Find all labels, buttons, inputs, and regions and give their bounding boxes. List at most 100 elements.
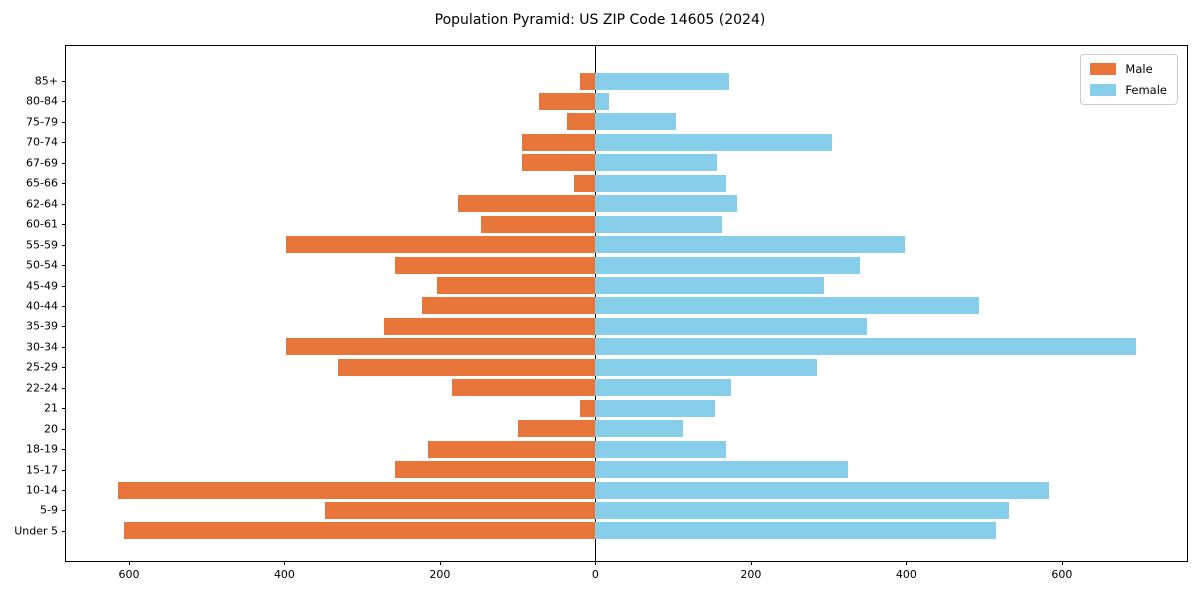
y-axis-tick [62, 244, 66, 246]
bar-female [595, 236, 905, 254]
x-axis-tick-label: 600 [118, 568, 140, 581]
y-axis-label: 60-61 [26, 217, 58, 231]
bar-female [595, 338, 1136, 356]
bar-male [452, 379, 596, 397]
bar-male [422, 297, 596, 315]
x-axis-tick-label: 200 [429, 568, 451, 581]
x-axis-tick-label: 0 [591, 568, 599, 581]
bar-female [595, 317, 867, 335]
y-axis-tick [62, 224, 66, 226]
y-axis-label: 40-44 [26, 299, 58, 313]
y-axis-tick [62, 285, 66, 287]
y-axis-label: 80-84 [26, 94, 58, 108]
bar-male [383, 317, 596, 335]
bar-female [595, 256, 860, 274]
bar-female [595, 501, 1009, 519]
bar-male [324, 501, 596, 519]
bar-female [595, 358, 817, 376]
bar-female [595, 379, 732, 397]
female-swatch-icon [1090, 84, 1117, 96]
bar-female [595, 461, 849, 479]
legend-item-male: Male [1090, 62, 1167, 76]
x-axis-tick-label: 400 [895, 568, 917, 581]
y-axis-tick [62, 203, 66, 205]
bar-male [436, 277, 596, 294]
x-axis-tick [439, 561, 441, 565]
plot-area: Male Female 85+ 80-84 75-79 70-74 67-69 65-66… [14, 45, 1188, 581]
bar-female [595, 420, 684, 438]
bar-male [518, 420, 596, 438]
y-axis-tick [62, 326, 66, 328]
bar-male [286, 338, 596, 356]
y-axis-tick [62, 81, 66, 82]
bar-male [394, 461, 596, 479]
y-axis-label: 85+ [34, 74, 58, 88]
chart-title: Population Pyramid: US ZIP Code 14605 (2… [434, 12, 766, 28]
y-axis-tick [62, 469, 66, 471]
y-axis-label: 10-14 [26, 483, 58, 497]
y-axis-tick [62, 387, 66, 389]
y-axis-label: 50-54 [26, 258, 58, 272]
y-axis-tick [62, 530, 66, 532]
bar-male [428, 440, 596, 458]
y-axis-label: 15-17 [26, 463, 58, 477]
x-axis-tick [595, 561, 597, 565]
y-axis-tick [62, 510, 66, 512]
y-axis-tick [62, 428, 66, 430]
bar-female [595, 92, 609, 110]
y-axis-label: 65-66 [26, 176, 58, 190]
y-axis-label: 22-24 [26, 381, 58, 395]
y-axis-tick [62, 449, 66, 451]
bar-female [595, 133, 832, 151]
bar-female [595, 399, 716, 417]
bar-male [579, 72, 596, 90]
y-axis-tick [62, 367, 66, 369]
y-axis-tick [62, 305, 66, 307]
bar-male [118, 481, 596, 499]
y-axis-tick [62, 265, 66, 267]
x-axis-tick-label: 400 [273, 568, 295, 581]
bar-male [567, 113, 596, 131]
y-axis-tick [62, 346, 66, 348]
bar-male [394, 256, 596, 274]
y-axis-tick [62, 121, 66, 123]
legend-label-female: Female [1125, 83, 1167, 97]
y-axis-label: 75-79 [26, 115, 58, 129]
legend: Male Female [1080, 54, 1178, 105]
x-axis-tick [128, 561, 130, 565]
bar-female [595, 174, 726, 192]
bar-male [538, 92, 596, 110]
y-axis-label: 18-19 [26, 442, 58, 456]
y-axis-label: 70-74 [26, 135, 58, 149]
y-axis-tick [62, 142, 66, 144]
y-axis-tick [62, 162, 66, 164]
legend-label-male: Male [1125, 62, 1153, 76]
y-axis-tick [62, 408, 66, 410]
bar-female [595, 440, 726, 458]
y-axis-label: 55-59 [26, 238, 58, 252]
y-axis-tick [62, 490, 66, 491]
bar-male [457, 195, 596, 213]
y-axis-label: 45-49 [26, 279, 58, 292]
y-axis-tick [62, 183, 66, 185]
y-axis-label: Under 5 [14, 524, 58, 538]
x-axis-tick [284, 561, 286, 565]
y-axis-label: 25-29 [26, 360, 58, 374]
bar-female [595, 522, 996, 540]
bar-male [579, 399, 596, 417]
x-axis-tick [906, 561, 908, 565]
x-axis-tick [1061, 561, 1063, 565]
bar-female [595, 277, 824, 294]
male-swatch-icon [1090, 63, 1117, 75]
bar-female [595, 297, 980, 315]
y-axis-label: 67-69 [26, 156, 58, 170]
bar-male [338, 358, 596, 376]
bar-female [595, 481, 1049, 499]
bar-female [595, 215, 723, 233]
x-axis-tick-label: 600 [1051, 568, 1073, 581]
y-axis-label: 20 [44, 422, 58, 436]
x-axis-tick-label: 200 [740, 568, 762, 581]
bar-female [595, 113, 677, 131]
bar-female [595, 72, 730, 90]
